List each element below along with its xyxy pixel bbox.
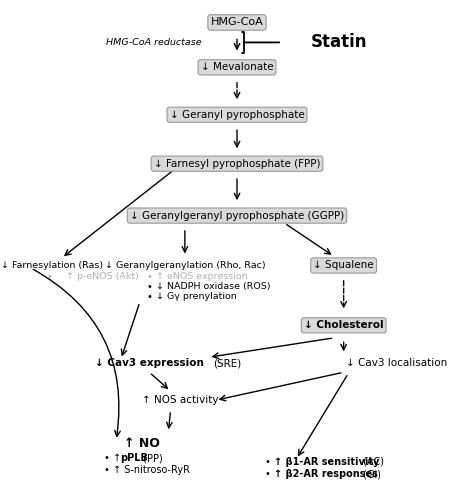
Text: ↑ eNOS expression: ↑ eNOS expression [156, 272, 248, 281]
Text: Statin: Statin [310, 33, 367, 51]
Text: ↑: ↑ [113, 453, 124, 463]
Text: •: • [47, 272, 53, 282]
Text: ↓ Cav3 localisation: ↓ Cav3 localisation [346, 358, 447, 368]
Text: ↓ Geranylgeranyl pyrophosphate (GGPP): ↓ Geranylgeranyl pyrophosphate (GGPP) [130, 211, 344, 221]
Text: •: • [146, 272, 152, 282]
Text: ↓ Squalene: ↓ Squalene [313, 260, 374, 270]
Text: •: • [104, 465, 109, 475]
Text: (AC): (AC) [360, 457, 384, 467]
Text: ↑ p-eNOS (Akt): ↑ p-eNOS (Akt) [66, 272, 139, 281]
Text: •: • [146, 292, 152, 302]
Text: ↓ Geranylgeranylation (Rho, Rac): ↓ Geranylgeranylation (Rho, Rac) [105, 261, 265, 270]
Text: ↓ NADPH oxidase (ROS): ↓ NADPH oxidase (ROS) [156, 282, 271, 291]
Text: ↓ Mevalonate: ↓ Mevalonate [201, 62, 273, 72]
Text: HMG-CoA: HMG-CoA [210, 17, 264, 27]
Text: (SRE): (SRE) [213, 358, 242, 368]
Text: •: • [265, 469, 271, 479]
Text: ↑ S-nitroso-RyR: ↑ S-nitroso-RyR [113, 465, 190, 475]
Text: •: • [104, 453, 109, 463]
Text: •: • [146, 282, 152, 292]
Text: ↑ NO: ↑ NO [124, 437, 160, 450]
Text: ↓ Gγ prenylation: ↓ Gγ prenylation [156, 292, 237, 301]
Text: ↑ β2-AR responses: ↑ β2-AR responses [274, 469, 378, 479]
Text: pPLB: pPLB [120, 453, 148, 463]
Text: ↓ Farnesylation (Ras): ↓ Farnesylation (Ras) [1, 261, 103, 270]
Text: ↓ Farnesyl pyrophosphate (FPP): ↓ Farnesyl pyrophosphate (FPP) [154, 159, 320, 169]
Text: ↓ Geranyl pyrophosphate: ↓ Geranyl pyrophosphate [170, 110, 304, 120]
Text: ↓ Cholesterol: ↓ Cholesterol [304, 320, 383, 330]
Text: ↑ NOS activity: ↑ NOS activity [142, 395, 219, 405]
Text: •: • [265, 457, 271, 467]
Text: HMG-CoA reductase: HMG-CoA reductase [106, 38, 202, 47]
Text: (PP): (PP) [140, 453, 163, 463]
Text: ↓ Cav3 expression: ↓ Cav3 expression [95, 358, 204, 368]
Text: (Gi): (Gi) [360, 469, 381, 479]
Text: ↑ β1-AR sensitivity: ↑ β1-AR sensitivity [274, 457, 379, 467]
